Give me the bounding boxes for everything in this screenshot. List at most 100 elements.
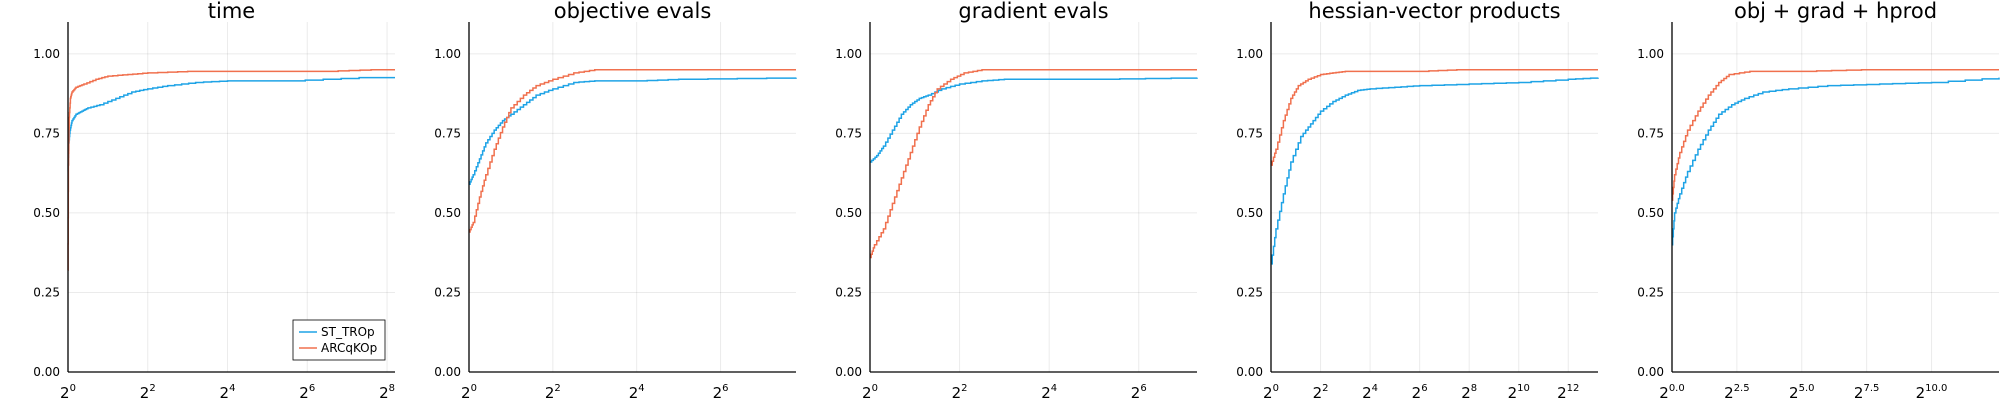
x-tick-label: 26	[1412, 383, 1428, 400]
series-line-arcqkop	[1671, 68, 1999, 201]
x-tick-label: 28	[1461, 383, 1477, 400]
series-line-st-trop	[67, 76, 395, 173]
x-tick-label: 27.5	[1854, 383, 1879, 400]
series-line-arcqkop	[1271, 68, 1598, 166]
x-tick-label: 20	[1263, 383, 1279, 400]
x-tick-exponent: 10	[1517, 383, 1530, 394]
series-line-arcqkop	[67, 68, 395, 271]
x-tick-label: 212	[1557, 383, 1579, 400]
panel-title: objective evals	[554, 0, 712, 23]
y-tick-label: 0.50	[1236, 206, 1263, 220]
y-tick-label: 1.00	[1236, 47, 1263, 61]
x-tick-label: 210.0	[1916, 383, 1948, 400]
x-tick-exponent: 0	[1273, 383, 1279, 394]
y-tick-label: 0.25	[434, 285, 461, 299]
x-tick-exponent: 2	[149, 383, 155, 394]
series-line-st-trop	[870, 77, 1198, 163]
x-tick-label: 24	[1041, 383, 1057, 400]
series-line-st-trop	[1671, 77, 2000, 246]
y-tick-label: 0.75	[835, 126, 862, 140]
x-tick-label: 210	[1508, 383, 1530, 400]
x-tick-label: 22	[140, 383, 156, 400]
y-tick-label: 1.00	[835, 47, 862, 61]
x-tick-exponent: 0	[70, 383, 76, 394]
y-tick-label: 0.75	[1236, 126, 1263, 140]
x-tick-exponent: 6	[309, 383, 315, 394]
x-tick-exponent: 10.0	[1925, 383, 1947, 394]
y-tick-label: 0.50	[1637, 206, 1664, 220]
x-tick-exponent: 2.5	[1734, 383, 1750, 394]
x-tick-label: 22.5	[1724, 383, 1749, 400]
x-tick-exponent: 5.0	[1799, 383, 1815, 394]
legend-box	[292, 319, 386, 361]
y-tick-label: 0.25	[1637, 285, 1664, 299]
x-tick-exponent: 4	[1372, 383, 1378, 394]
x-tick-exponent: 2	[1322, 383, 1328, 394]
series-line-arcqkop	[469, 68, 796, 233]
legend: ST_TROp ARCqKOp	[292, 319, 386, 361]
y-tick-label: 0.50	[835, 206, 862, 220]
y-tick-label: 1.00	[434, 47, 461, 61]
x-tick-label: 20	[862, 383, 878, 400]
x-tick-exponent: 4	[229, 383, 235, 394]
legend-label-st-trop: ST_TROp	[321, 325, 375, 339]
series-line-st-trop	[469, 77, 797, 186]
y-tick-label: 0.75	[1637, 126, 1664, 140]
x-tick-exponent: 2	[961, 383, 967, 394]
panel-title: hessian-vector products	[1308, 0, 1560, 23]
x-tick-exponent: 8	[1471, 383, 1477, 394]
y-tick-label: 1.00	[1637, 47, 1664, 61]
x-tick-exponent: 4	[1051, 383, 1057, 394]
x-tick-label: 26	[299, 383, 315, 400]
y-tick-label: 0.00	[835, 365, 862, 379]
x-tick-label: 24	[1362, 383, 1378, 400]
x-tick-label: 28	[379, 383, 395, 400]
panel-hessian-vector-products: hessian-vector products 0.00 0.25 0.50 0.75…	[1236, 0, 1599, 400]
legend-label-arcqkop: ARCqKOp	[321, 341, 377, 355]
series-line-arcqkop	[870, 68, 1197, 259]
x-tick-exponent: 0.0	[1669, 383, 1685, 394]
panel-title: gradient evals	[958, 0, 1108, 23]
x-tick-label: 20	[461, 383, 477, 400]
x-tick-exponent: 2	[554, 383, 560, 394]
panel-title: time	[208, 0, 255, 23]
y-tick-label: 0.00	[434, 365, 461, 379]
series-line-st-trop	[1271, 77, 1599, 265]
x-tick-label: 24	[220, 383, 236, 400]
x-tick-label: 22	[545, 383, 561, 400]
x-tick-exponent: 7.5	[1863, 383, 1879, 394]
y-tick-label: 0.75	[33, 126, 60, 140]
x-tick-exponent: 6	[1140, 383, 1146, 394]
x-tick-label: 25.0	[1789, 383, 1814, 400]
x-tick-label: 22	[952, 383, 968, 400]
x-tick-exponent: 8	[389, 383, 395, 394]
x-tick-exponent: 0	[471, 383, 477, 394]
y-tick-label: 0.50	[33, 206, 60, 220]
x-tick-exponent: 4	[638, 383, 644, 394]
y-tick-label: 0.00	[1637, 365, 1664, 379]
y-tick-label: 0.75	[434, 126, 461, 140]
x-tick-exponent: 6	[1421, 383, 1427, 394]
y-tick-label: 0.00	[1236, 365, 1263, 379]
panel-title: obj + grad + hprod	[1734, 0, 1937, 23]
x-tick-label: 20.0	[1659, 383, 1684, 400]
x-tick-exponent: 6	[722, 383, 728, 394]
x-tick-exponent: 12	[1567, 383, 1580, 394]
y-tick-label: 0.00	[33, 365, 60, 379]
x-tick-label: 20	[60, 383, 76, 400]
y-tick-label: 0.25	[835, 285, 862, 299]
x-tick-exponent: 0	[872, 383, 878, 394]
x-tick-label: 24	[629, 383, 645, 400]
y-tick-label: 1.00	[33, 47, 60, 61]
y-tick-label: 0.25	[33, 285, 60, 299]
x-tick-label: 26	[713, 383, 729, 400]
y-tick-label: 0.25	[1236, 285, 1263, 299]
y-tick-label: 0.50	[434, 206, 461, 220]
x-tick-label: 22	[1313, 383, 1329, 400]
x-tick-label: 26	[1131, 383, 1147, 400]
panel-obj-grad-hprod: obj + grad + hprod 0.00 0.25 0.50 0.75 1.00 2…	[1637, 0, 2000, 400]
